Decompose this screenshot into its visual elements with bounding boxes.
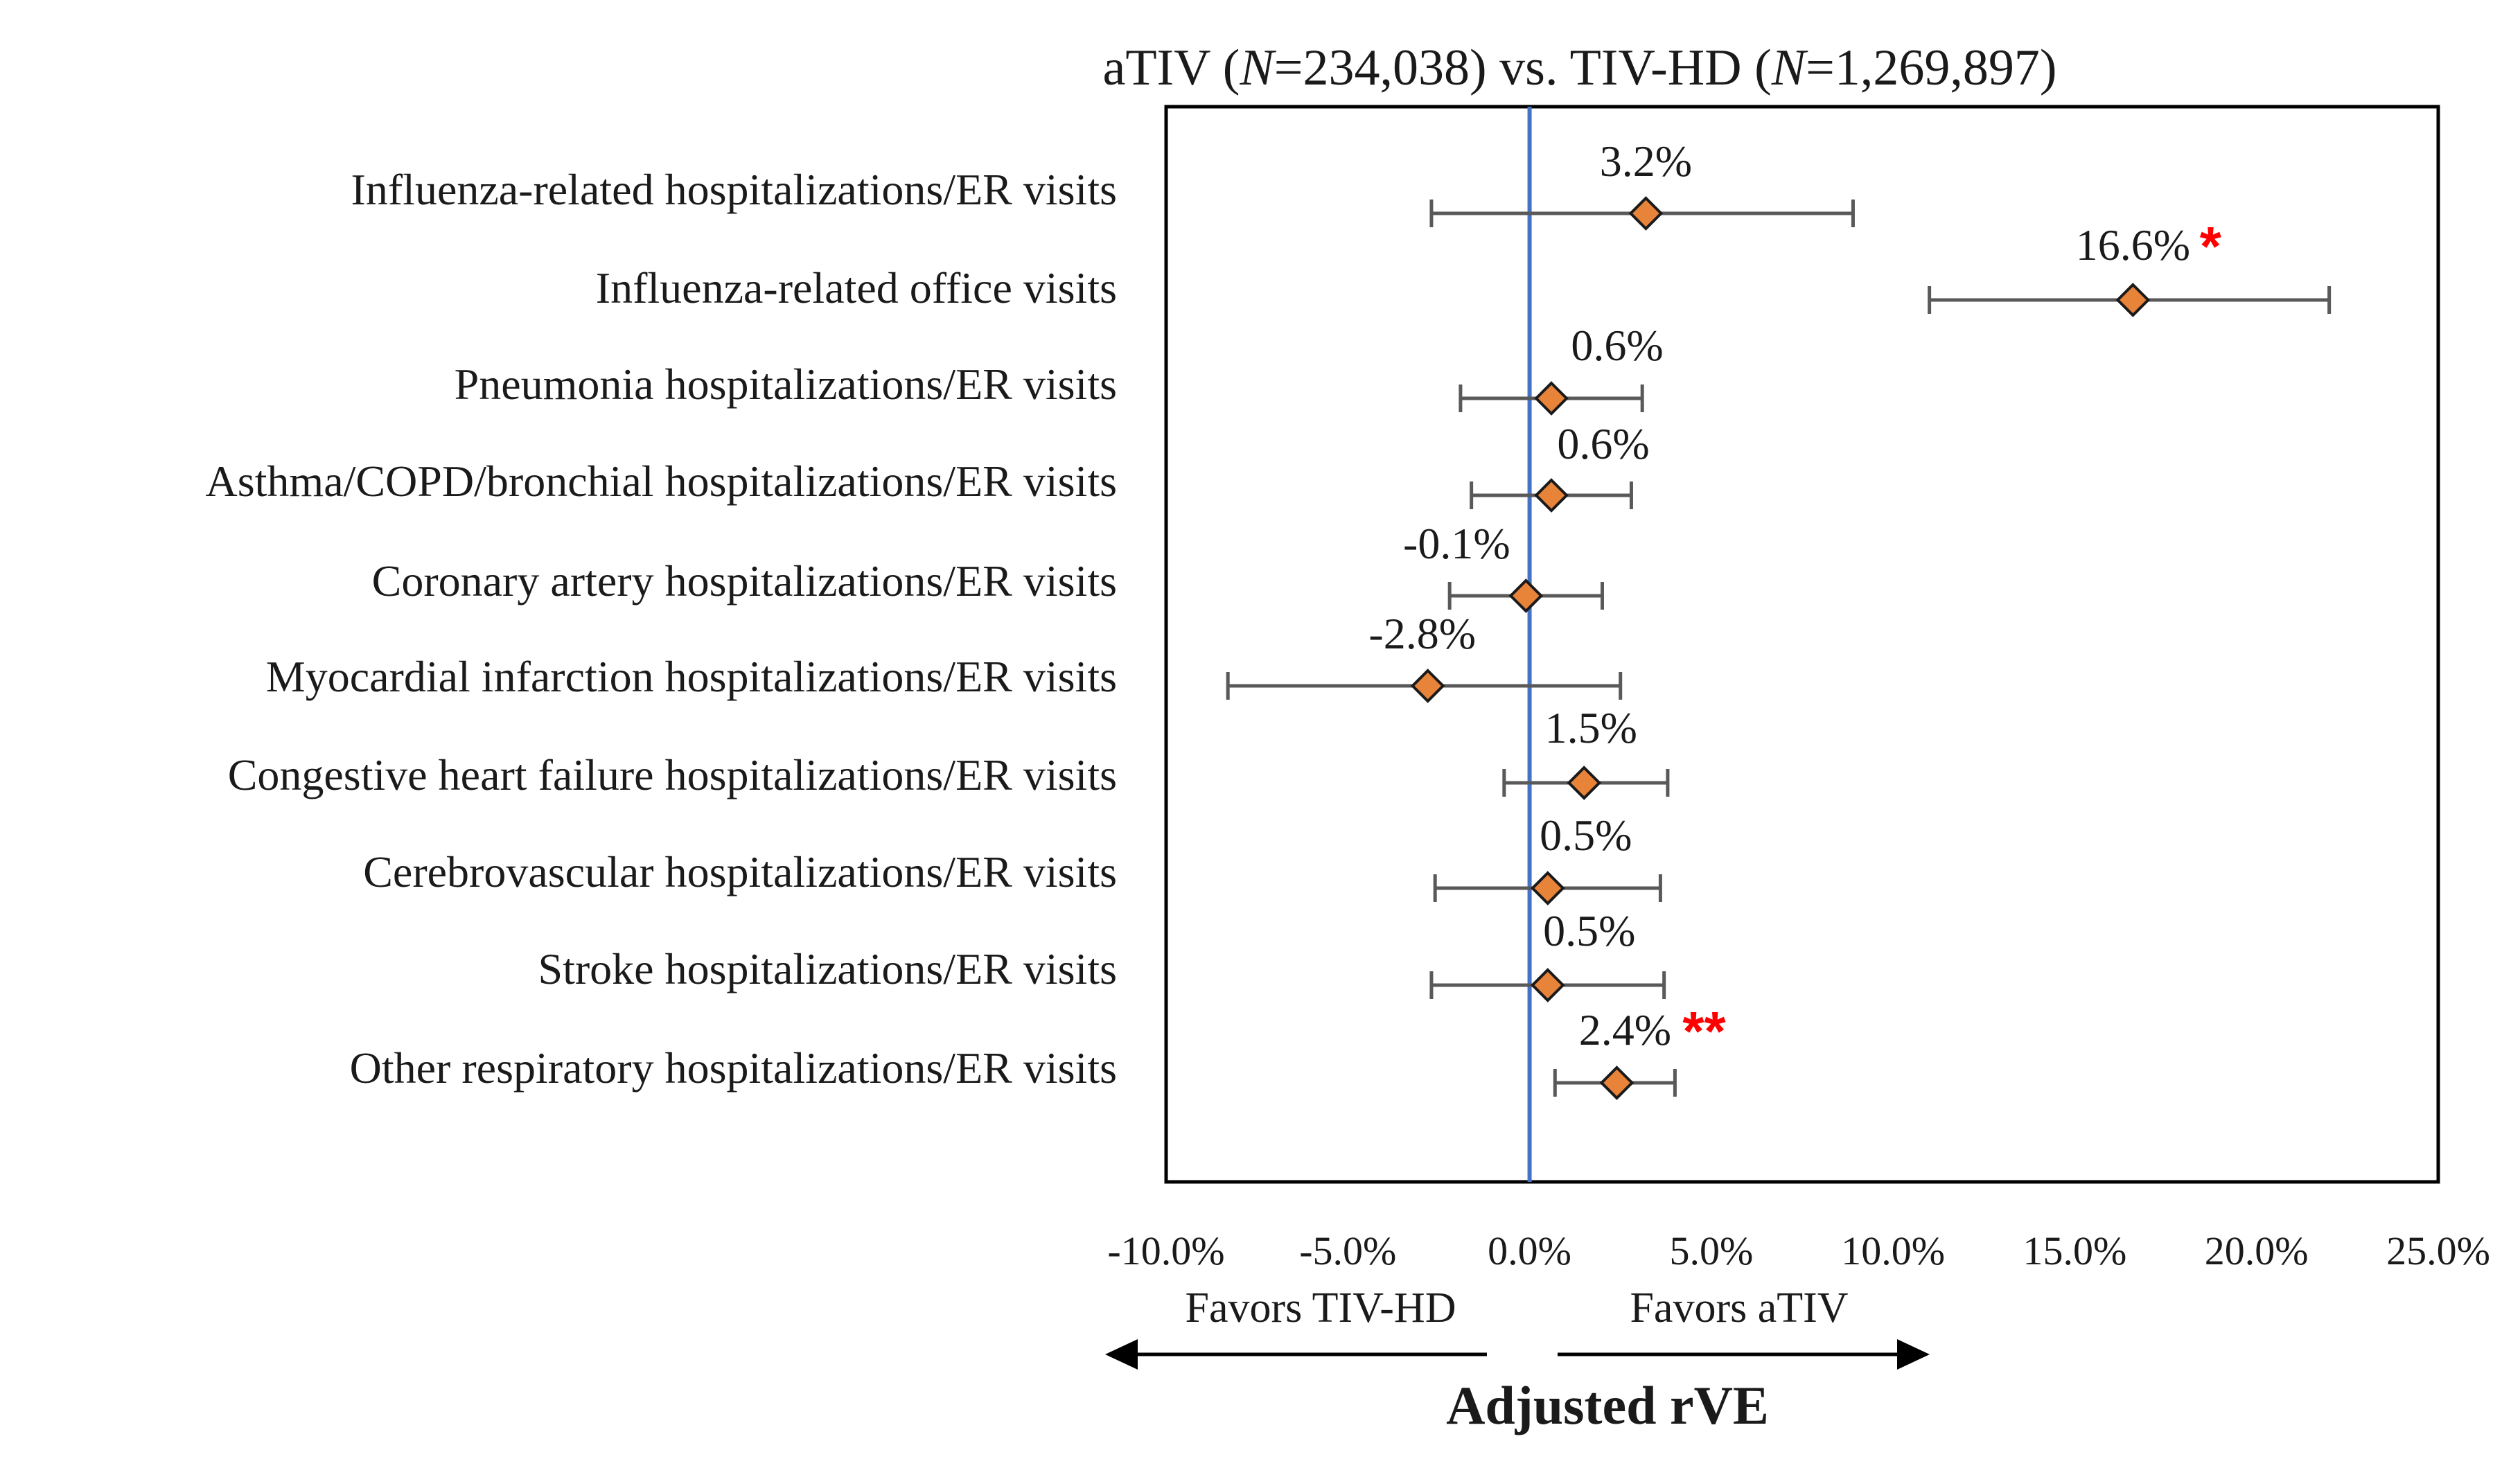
right-arrow: [1558, 1339, 1930, 1370]
x-tick-label: 10.0%: [1841, 1228, 1945, 1273]
value-label: -0.1%: [1403, 519, 1510, 568]
favors-right-label: Favors aTIV: [1630, 1284, 1848, 1332]
value-label: 0.6%: [1557, 419, 1649, 468]
x-tick-label: 5.0%: [1669, 1228, 1753, 1273]
value-label: 2.4%: [1579, 1005, 1671, 1054]
category-label: Stroke hospitalizations/ER visits: [538, 944, 1117, 993]
point-estimate-marker: [1410, 669, 1445, 703]
category-label: Asthma/COPD/bronchial hospitalizations/E…: [206, 457, 1118, 506]
forest-row: Myocardial infarction hospitalizations/E…: [266, 609, 1623, 703]
value-label: 3.2%: [1600, 136, 1692, 186]
x-tick-label: 0.0%: [1488, 1228, 1571, 1273]
x-tick-label: 15.0%: [2023, 1228, 2127, 1273]
category-label: Influenza-related hospitalizations/ER vi…: [351, 165, 1117, 214]
point-estimate-marker: [1599, 1065, 1635, 1100]
x-tick-label: 20.0%: [2205, 1228, 2309, 1273]
category-label: Influenza-related office visits: [596, 263, 1117, 312]
value-label: 16.6%: [2076, 220, 2190, 269]
forest-row: Influenza-related hospitalizations/ER vi…: [351, 136, 1855, 231]
point-estimate-marker: [1628, 196, 1664, 231]
category-label: Cerebrovascular hospitalizations/ER visi…: [363, 847, 1117, 896]
point-estimate-marker: [1508, 578, 1544, 613]
category-label: Congestive heart failure hospitalization…: [228, 750, 1117, 799]
point-estimate-marker: [1534, 478, 1569, 513]
value-label: 1.5%: [1545, 703, 1637, 752]
forest-row: Cerebrovascular hospitalizations/ER visi…: [363, 811, 1662, 905]
value-label: 0.5%: [1543, 906, 1635, 955]
favors-left-label: Favors TIV-HD: [1186, 1284, 1456, 1332]
forest-row: Coronary artery hospitalizations/ER visi…: [372, 519, 1604, 613]
category-label: Pneumonia hospitalizations/ER visits: [455, 360, 1117, 409]
forest-row: Other respiratory hospitalizations/ER vi…: [350, 1000, 1726, 1100]
plot-area-frame: [1164, 105, 2440, 1184]
forest-row: Asthma/COPD/bronchial hospitalizations/E…: [206, 419, 1650, 513]
significance-marker: *: [2200, 215, 2222, 277]
x-tick-labels: -10.0% -5.0% 0.0% 5.0% 10.0% 15.0% 20.0% 25.0%: [1107, 1228, 2490, 1273]
point-estimate-marker: [1534, 381, 1569, 416]
x-tick-label: -10.0%: [1107, 1228, 1224, 1273]
chart-title: aTIV (N=234,038) vs. TIV-HD (N=1,269,897…: [1102, 39, 2056, 96]
x-axis-title: Adjusted rVE: [1446, 1375, 1769, 1435]
value-label: 0.5%: [1540, 811, 1632, 860]
point-estimate-marker: [1530, 968, 1565, 1002]
x-tick-label: -5.0%: [1299, 1228, 1396, 1273]
point-estimate-marker: [2115, 283, 2151, 317]
forest-row: Stroke hospitalizations/ER visits 0.5%: [538, 906, 1666, 1002]
category-label: Other respiratory hospitalizations/ER vi…: [350, 1043, 1117, 1093]
forest-row: Congestive heart failure hospitalization…: [228, 703, 1670, 800]
forest-row: Pneumonia hospitalizations/ER visits 0.6%: [455, 321, 1664, 416]
value-label: -2.8%: [1368, 609, 1476, 658]
rows-group: Influenza-related hospitalizations/ER vi…: [206, 136, 2332, 1100]
x-tick-label: 25.0%: [2386, 1228, 2490, 1273]
point-estimate-marker: [1530, 871, 1565, 905]
category-label: Coronary artery hospitalizations/ER visi…: [372, 556, 1117, 605]
point-estimate-marker: [1567, 766, 1602, 800]
left-arrow: [1105, 1339, 1487, 1370]
value-label: 0.6%: [1571, 321, 1663, 370]
category-label: Myocardial infarction hospitalizations/E…: [266, 652, 1117, 701]
significance-marker: **: [1682, 1000, 1726, 1062]
forest-row: Influenza-related office visits 16.6% *: [596, 215, 2332, 317]
